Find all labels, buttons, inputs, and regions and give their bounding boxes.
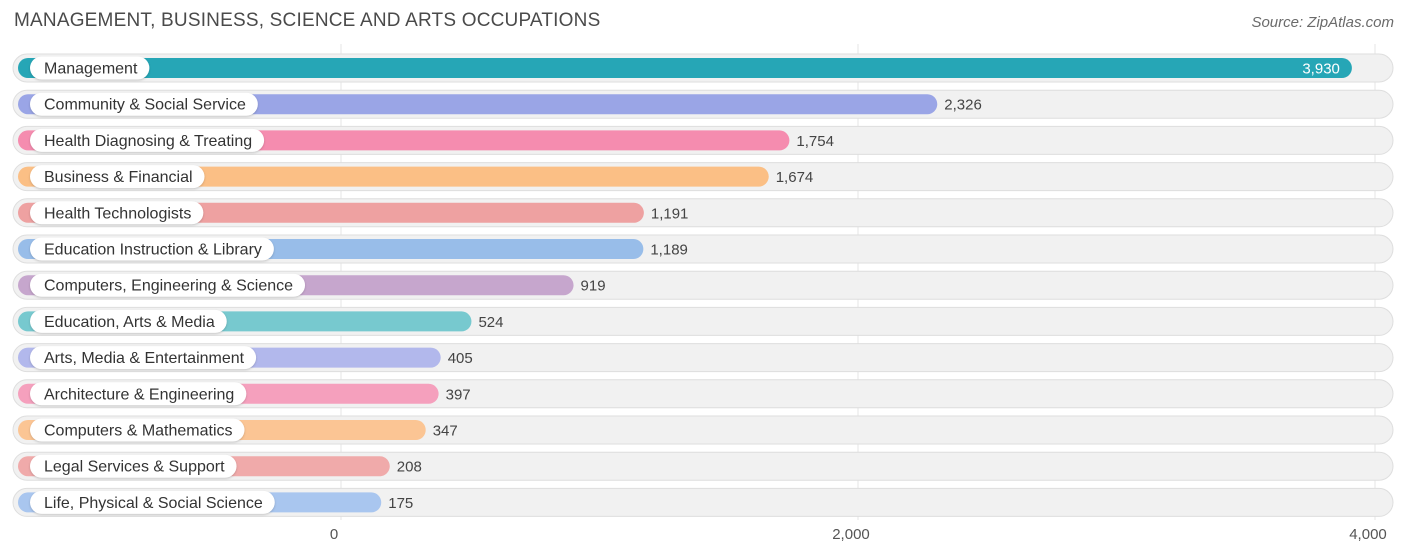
value-label: 1,191 — [651, 205, 689, 222]
bar-row: Management 3,930 — [12, 53, 1394, 83]
category-label: Computers, Engineering & Science — [44, 278, 293, 295]
value-label: 2,326 — [944, 97, 982, 114]
x-tick-label: 0 — [330, 526, 338, 543]
category-label: Health Diagnosing & Treating — [44, 133, 252, 150]
bar-row: Business & Financial 1,674 — [12, 162, 1394, 192]
bar-row: Architecture & Engineering 397 — [12, 379, 1394, 409]
category-label: Computers & Mathematics — [44, 423, 233, 440]
bar-row: Education Instruction & Library 1,189 — [12, 234, 1394, 264]
value-label: 397 — [446, 386, 471, 403]
bar-row: Community & Social Service 2,326 — [12, 89, 1394, 119]
value-label: 208 — [397, 459, 422, 476]
bar — [18, 58, 1352, 78]
category-label: Architecture & Engineering — [44, 386, 234, 403]
bar-row: Arts, Media & Entertainment 405 — [12, 343, 1394, 373]
ticks-layer: 0 2,000 4,000 — [330, 526, 1387, 543]
category-label: Business & Financial — [44, 169, 193, 186]
value-label: 919 — [581, 278, 606, 295]
value-label: 1,754 — [796, 133, 834, 150]
bar-row: Legal Services & Support 208 — [12, 451, 1394, 481]
category-label: Life, Physical & Social Science — [44, 495, 263, 512]
bar-row: Computers, Engineering & Science 919 — [12, 270, 1394, 300]
category-label-pill — [30, 382, 247, 406]
x-tick-label: 2,000 — [832, 526, 870, 543]
category-label: Arts, Media & Entertainment — [44, 350, 245, 367]
bar-row: Computers & Mathematics 347 — [12, 415, 1394, 445]
bar-row: Health Technologists 1,191 — [12, 198, 1394, 228]
category-label: Management — [44, 61, 138, 78]
chart-title: MANAGEMENT, BUSINESS, SCIENCE AND ARTS O… — [14, 10, 601, 31]
category-label: Education, Arts & Media — [44, 314, 215, 331]
category-label: Health Technologists — [44, 205, 191, 222]
category-label: Legal Services & Support — [44, 459, 225, 476]
category-label-pill — [30, 309, 227, 333]
category-label-pill — [30, 237, 274, 261]
category-label-pill — [30, 128, 265, 152]
value-label: 1,189 — [650, 242, 688, 259]
bar-row: Health Diagnosing & Treating 1,754 — [12, 125, 1394, 155]
category-label-pill — [30, 92, 258, 116]
category-label-pill — [30, 418, 245, 442]
bar-row: Education, Arts & Media 524 — [12, 306, 1394, 336]
bar-row: Life, Physical & Social Science 175 — [12, 487, 1394, 517]
bars-layer: Management 3,930 Community & Social Servic… — [12, 53, 1394, 517]
category-label-pill — [30, 346, 257, 370]
category-label: Community & Social Service — [44, 97, 246, 114]
category-label-pill — [30, 165, 205, 189]
value-label: 524 — [478, 314, 503, 331]
category-label-pill — [30, 273, 306, 297]
category-label-pill — [30, 454, 237, 478]
category-label-pill — [30, 201, 204, 225]
value-label: 405 — [448, 350, 473, 367]
category-label-pill — [30, 56, 150, 80]
value-label: 175 — [388, 495, 413, 512]
bar — [18, 166, 769, 187]
x-tick-label: 4,000 — [1349, 526, 1387, 543]
value-label: 347 — [433, 423, 458, 440]
category-label-pill — [30, 490, 275, 514]
value-label: 1,674 — [776, 169, 814, 186]
source-label: Source: ZipAtlas.com — [1251, 14, 1394, 31]
value-label: 3,930 — [1302, 61, 1340, 78]
category-label: Education Instruction & Library — [44, 242, 262, 259]
